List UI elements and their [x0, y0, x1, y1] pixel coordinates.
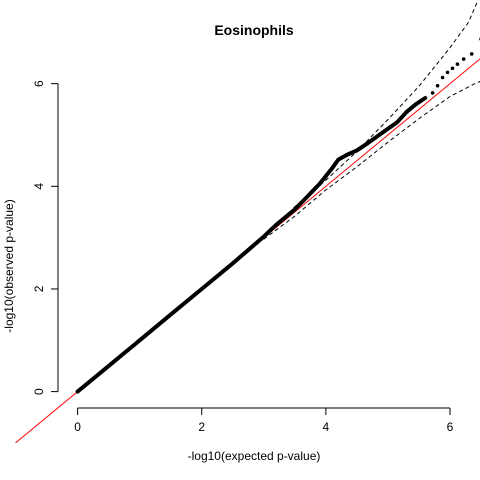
data-point	[461, 57, 466, 61]
data-point	[430, 91, 435, 95]
data-point	[440, 75, 445, 80]
y-tick-label: 6	[32, 80, 46, 87]
data-point	[445, 70, 450, 75]
chart-title: Eosinophils	[214, 22, 294, 38]
y-tick-label: 2	[32, 285, 46, 292]
observed-points-curve	[75, 96, 428, 394]
reference-line	[15, 58, 480, 444]
x-tick-label: 4	[323, 420, 330, 434]
data-point	[469, 52, 474, 56]
data-point	[450, 66, 455, 71]
x-tick-label: 0	[74, 420, 81, 434]
x-axis-label: -log10(expected p-value)	[188, 449, 321, 463]
y-axis-label: -log10(observed p-value)	[2, 199, 16, 332]
plot-area	[15, 0, 480, 444]
y-tick-label: 0	[32, 388, 46, 395]
upper-confidence-band	[263, 0, 479, 238]
data-point	[455, 62, 460, 66]
lower-confidence-band	[263, 81, 480, 240]
x-tick-label: 6	[447, 420, 454, 434]
y-tick-label: 4	[32, 183, 46, 190]
y-axis: 0 2 4 6	[32, 80, 59, 395]
x-axis: 0 2 4 6	[74, 407, 454, 434]
data-point	[435, 83, 440, 88]
x-tick-label: 2	[198, 420, 205, 434]
